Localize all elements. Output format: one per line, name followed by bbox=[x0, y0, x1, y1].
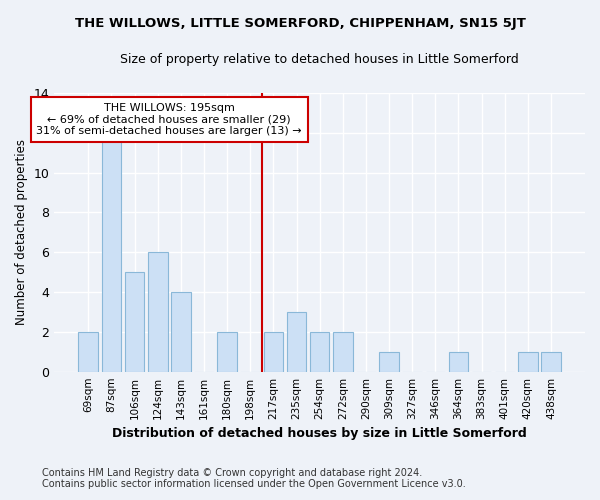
Text: THE WILLOWS: 195sqm
← 69% of detached houses are smaller (29)
31% of semi-detach: THE WILLOWS: 195sqm ← 69% of detached ho… bbox=[37, 103, 302, 136]
Y-axis label: Number of detached properties: Number of detached properties bbox=[15, 140, 28, 326]
Bar bbox=[171, 292, 191, 372]
Text: Contains HM Land Registry data © Crown copyright and database right 2024.: Contains HM Land Registry data © Crown c… bbox=[42, 468, 422, 477]
X-axis label: Distribution of detached houses by size in Little Somerford: Distribution of detached houses by size … bbox=[112, 427, 527, 440]
Bar bbox=[148, 252, 167, 372]
Bar bbox=[101, 133, 121, 372]
Text: THE WILLOWS, LITTLE SOMERFORD, CHIPPENHAM, SN15 5JT: THE WILLOWS, LITTLE SOMERFORD, CHIPPENHA… bbox=[74, 18, 526, 30]
Bar bbox=[518, 352, 538, 372]
Bar bbox=[333, 332, 353, 372]
Bar bbox=[449, 352, 469, 372]
Bar bbox=[287, 312, 307, 372]
Title: Size of property relative to detached houses in Little Somerford: Size of property relative to detached ho… bbox=[120, 52, 519, 66]
Bar bbox=[263, 332, 283, 372]
Bar bbox=[125, 272, 145, 372]
Bar bbox=[310, 332, 329, 372]
Bar bbox=[379, 352, 399, 372]
Text: Contains public sector information licensed under the Open Government Licence v3: Contains public sector information licen… bbox=[42, 479, 466, 489]
Bar bbox=[79, 332, 98, 372]
Bar bbox=[541, 352, 561, 372]
Bar bbox=[217, 332, 237, 372]
